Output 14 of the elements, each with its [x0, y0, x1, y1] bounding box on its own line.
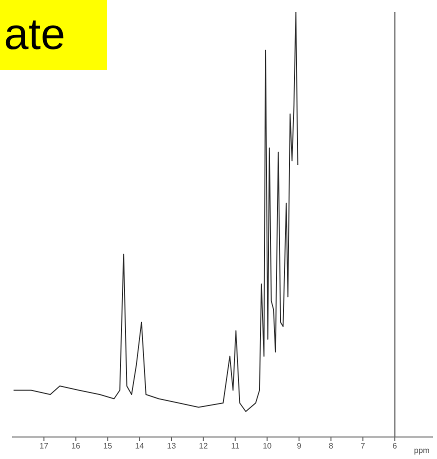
x-tick-label: 6	[392, 442, 398, 451]
x-tick-label: 17	[39, 442, 49, 451]
x-tick-label: 16	[71, 442, 81, 451]
x-tick-label: 14	[135, 442, 145, 451]
x-tick-label: 7	[360, 442, 366, 451]
x-tick-label: 8	[328, 442, 334, 451]
chart-title: ate	[0, 0, 107, 70]
x-axis-title: ppm	[414, 446, 430, 455]
x-tick-label: 10	[262, 442, 272, 451]
x-tick-label: 13	[167, 442, 176, 451]
x-tick-label: 9	[296, 442, 302, 451]
x-tick-label: 11	[231, 442, 240, 451]
x-tick-label: 15	[103, 442, 113, 451]
x-tick-label: 12	[198, 442, 208, 451]
